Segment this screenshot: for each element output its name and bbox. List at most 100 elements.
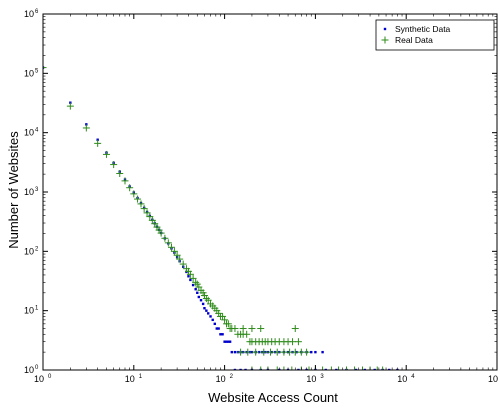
- legend-marker: [383, 27, 387, 31]
- synthetic-data-point: [209, 315, 212, 318]
- real-data-point: [173, 251, 181, 259]
- y-axis-title: Number of Websites: [6, 131, 21, 249]
- real-data-point: [126, 184, 134, 192]
- y-tick-exponent: 6: [35, 9, 39, 15]
- real-data-point: [252, 348, 260, 356]
- real-data-point: [186, 270, 194, 278]
- real-data-point: [82, 124, 90, 132]
- y-tick-exponent: 2: [35, 246, 39, 252]
- synthetic-data-point: [373, 368, 376, 370]
- synthetic-data-point: [239, 368, 242, 370]
- real-data-point: [288, 366, 296, 370]
- real-data-point: [189, 274, 197, 282]
- y-tick-exponent: 3: [35, 187, 39, 193]
- real-data-point: [358, 366, 366, 370]
- real-data-point: [335, 366, 343, 370]
- real-data-point: [319, 366, 327, 370]
- real-data-point: [257, 325, 265, 333]
- real-data-point: [239, 325, 247, 333]
- real-data-point: [351, 366, 359, 370]
- x-tick-label: 10: [397, 374, 407, 384]
- real-data-point: [146, 213, 154, 221]
- real-data-point: [130, 190, 138, 198]
- real-data-point: [94, 139, 102, 147]
- plot-area: [43, 64, 399, 370]
- real-data-point: [170, 247, 178, 255]
- y-tick-exponent: 1: [35, 306, 39, 312]
- real-data-point: [244, 348, 252, 356]
- real-data-point: [327, 366, 335, 370]
- y-tick-exponent: 4: [35, 128, 39, 134]
- synthetic-data-point: [85, 123, 88, 126]
- synthetic-data-point: [187, 275, 190, 278]
- synthetic-data-point: [321, 350, 324, 354]
- y-tick-label: 10: [24, 306, 34, 316]
- real-data-point: [291, 325, 299, 333]
- synthetic-data-point: [96, 138, 99, 141]
- plot-frame: [42, 13, 498, 371]
- synthetic-data-point: [223, 340, 226, 343]
- synthetic-data-point: [324, 368, 327, 370]
- synthetic-data-point: [207, 312, 210, 315]
- synthetic-data-point: [314, 350, 317, 354]
- synthetic-data-point: [194, 288, 197, 291]
- synthetic-data-point: [354, 368, 358, 370]
- synthetic-data-point: [189, 278, 192, 282]
- synthetic-data-point: [297, 368, 300, 370]
- x-tick-label: 10: [488, 374, 498, 384]
- real-data-point: [161, 234, 169, 242]
- synthetic-data-point: [201, 302, 205, 306]
- legend-marker: [381, 36, 389, 44]
- synthetic-data-point: [197, 295, 201, 299]
- real-data-point: [202, 295, 210, 303]
- real-data-point: [157, 229, 165, 237]
- x-tick-exponent: 2: [230, 374, 234, 380]
- synthetic-data-point: [217, 327, 220, 330]
- real-data-point: [167, 243, 175, 251]
- real-data-point: [237, 348, 245, 356]
- real-data-point: [305, 366, 313, 370]
- synthetic-data-point: [225, 340, 228, 343]
- synthetic-data-point: [310, 350, 313, 354]
- axes: 100101102103104105100101102103104105106: [24, 9, 498, 384]
- real-data-point: [294, 338, 302, 346]
- y-tick-label: 10: [24, 68, 34, 78]
- x-tick-exponent: 0: [48, 374, 52, 380]
- synthetic-data-point: [233, 368, 237, 370]
- y-tick-label: 10: [24, 246, 34, 256]
- x-tick-exponent: 4: [411, 374, 415, 380]
- synthetic-data-point: [203, 307, 206, 310]
- real-data-point: [266, 348, 274, 356]
- synthetic-data-point: [213, 322, 217, 326]
- y-tick-exponent: 0: [35, 365, 39, 371]
- legend-label: Real Data: [395, 35, 433, 45]
- legend-box: [375, 19, 495, 51]
- real-data-point: [192, 278, 200, 286]
- real-data-point: [221, 316, 229, 324]
- synthetic-data-point: [244, 368, 247, 370]
- real-data-point: [231, 325, 239, 333]
- real-data-point: [140, 205, 148, 213]
- x-axis-title: Website Access Count: [208, 390, 338, 405]
- y-tick-label: 10: [24, 9, 34, 19]
- real-data-point: [289, 338, 297, 346]
- real-data-point: [121, 177, 129, 185]
- synthetic-data-point: [388, 368, 391, 370]
- real-data-point: [291, 348, 299, 356]
- real-data-point: [66, 102, 74, 110]
- real-data-point: [248, 325, 256, 333]
- x-tick-exponent: 3: [320, 374, 324, 380]
- synthetic-data-point: [191, 283, 195, 287]
- x-tick-label: 10: [306, 374, 316, 384]
- real-data-point: [260, 348, 268, 356]
- series-synthetic: [43, 66, 399, 370]
- y-tick-exponent: 5: [35, 68, 39, 74]
- synthetic-data-point: [335, 368, 338, 370]
- real-data-point: [303, 348, 311, 356]
- real-data-point: [204, 296, 212, 304]
- real-data-point: [379, 366, 387, 370]
- y-tick-label: 10: [24, 365, 34, 375]
